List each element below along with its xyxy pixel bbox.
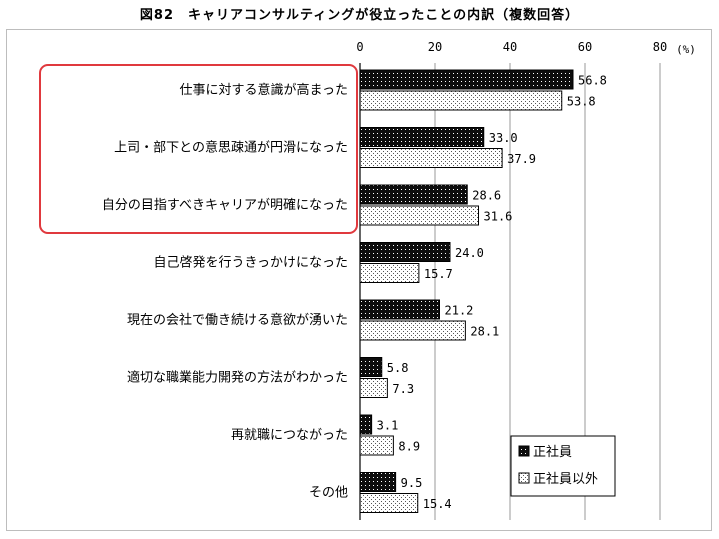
data-label: 9.5 bbox=[401, 476, 423, 490]
category-label: 再就職につながった bbox=[231, 428, 348, 443]
data-label: 15.7 bbox=[424, 267, 453, 281]
chart-title: 図82 キャリアコンサルティングが役立ったことの内訳（複数回答） bbox=[139, 8, 580, 23]
data-label: 37.9 bbox=[507, 152, 536, 166]
bar-series-2 bbox=[359, 148, 503, 168]
x-tick-label: 60 bbox=[578, 40, 592, 54]
data-label: 3.1 bbox=[377, 419, 399, 433]
legend-swatch-series-1 bbox=[518, 445, 530, 457]
bar-series-1 bbox=[359, 472, 397, 492]
data-label: 21.2 bbox=[445, 304, 474, 318]
bar-series-1 bbox=[359, 299, 440, 320]
bar-series-2 bbox=[359, 493, 419, 513]
bar-series-2 bbox=[359, 378, 388, 398]
legend-label: 正社員 bbox=[533, 444, 572, 460]
data-label: 33.0 bbox=[489, 131, 518, 145]
data-label: 53.8 bbox=[567, 95, 596, 109]
category-label: 現在の会社で働き続ける意欲が湧いた bbox=[127, 312, 348, 328]
bar-series-2 bbox=[359, 90, 563, 111]
chart-frame bbox=[6, 29, 712, 531]
category-label: 上司・部下との意思疎通が円滑になった bbox=[114, 140, 348, 156]
data-label: 8.9 bbox=[398, 440, 420, 454]
bar-series-1 bbox=[359, 357, 383, 377]
x-tick-label: 40 bbox=[503, 40, 517, 54]
bar-series-1 bbox=[359, 127, 485, 147]
category-label: 自己啓発を行うきっかけになった bbox=[154, 256, 348, 271]
data-label: 15.4 bbox=[423, 497, 452, 511]
bar-series-1 bbox=[359, 414, 373, 435]
bar-series-1 bbox=[359, 242, 451, 262]
legend-box bbox=[510, 435, 616, 497]
data-label: 7.3 bbox=[392, 382, 414, 396]
bar-series-1 bbox=[359, 184, 468, 205]
x-tick-label: 20 bbox=[428, 40, 442, 54]
data-label: 31.6 bbox=[484, 210, 513, 224]
legend-swatch-series-2 bbox=[518, 472, 530, 484]
data-label: 28.1 bbox=[470, 325, 499, 339]
bar-series-2 bbox=[359, 435, 394, 456]
bar-series-2 bbox=[359, 205, 479, 226]
data-label: 5.8 bbox=[387, 361, 409, 375]
category-label: 仕事に対する意識が高まった bbox=[180, 82, 348, 98]
bar-series-1 bbox=[359, 69, 574, 90]
bar-series-2 bbox=[359, 320, 466, 341]
data-label: 28.6 bbox=[472, 189, 501, 203]
legend-label: 正社員以外 bbox=[533, 471, 598, 487]
bar-series-2 bbox=[359, 263, 420, 283]
data-label: 56.8 bbox=[578, 74, 607, 88]
x-tick-label: 80 bbox=[653, 40, 667, 54]
category-label: その他 bbox=[309, 486, 348, 501]
highlight-box bbox=[39, 64, 358, 234]
data-label: 24.0 bbox=[455, 246, 484, 260]
x-tick-label: 0 bbox=[356, 40, 363, 54]
category-label: 適切な職業能力開発の方法がわかった bbox=[127, 370, 348, 386]
category-label: 自分の目指すべきキャリアが明確になった bbox=[102, 197, 348, 213]
unit-label: (%) bbox=[676, 43, 696, 56]
